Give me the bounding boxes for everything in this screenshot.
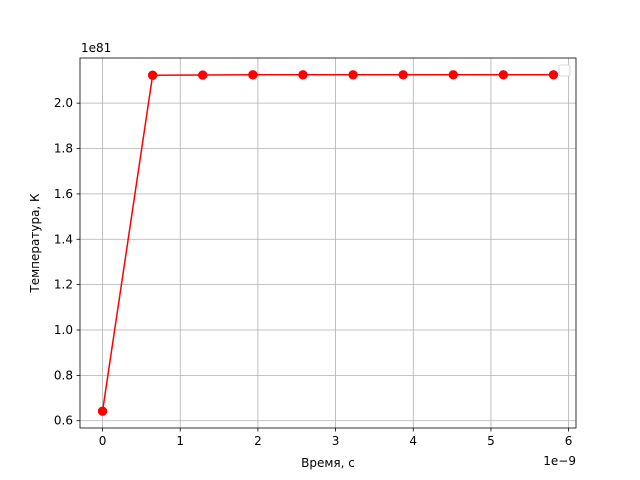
y-tick-label: 2.0 (54, 96, 73, 110)
data-point (248, 70, 258, 80)
data-point (298, 70, 308, 80)
x-tick-label: 6 (565, 434, 573, 448)
y-tick-label: 1.8 (54, 142, 73, 156)
y-tick-label: 1.2 (54, 278, 73, 292)
plot-area (80, 58, 576, 428)
axes-frame (79, 57, 577, 429)
data-point (97, 406, 108, 416)
y-tick-label: 0.6 (54, 414, 73, 428)
data-point (198, 70, 208, 80)
data-point (147, 70, 158, 80)
grid (80, 58, 576, 428)
x-axis-label: Время, с (301, 456, 355, 470)
data-point (398, 70, 408, 80)
x-tick-label: 2 (254, 434, 262, 448)
data-point (498, 70, 509, 80)
y-tick-label: 1.4 (54, 232, 73, 246)
y-tick-label: 1.6 (54, 187, 73, 201)
y-tick-label: 0.8 (54, 368, 73, 382)
data-point (348, 70, 358, 80)
x-offset-label: 1e−9 (543, 454, 576, 468)
series-line (101, 74, 554, 412)
x-tick-label: 1 (176, 434, 184, 448)
ticks: 0 1 2 3 4 5 6 0.6 0.8 1.0 1.2 1.4 1.6 1.8 2.0 (54, 96, 573, 448)
x-tick-label: 3 (332, 434, 340, 448)
y-axis-label: Температура, К (28, 193, 42, 294)
data-series (97, 70, 559, 416)
x-tick-label: 0 (99, 434, 107, 448)
data-point (548, 70, 559, 80)
legend-box (558, 64, 571, 77)
y-tick-label: 1.0 (54, 323, 73, 337)
x-tick-label: 5 (487, 434, 495, 448)
y-offset-label: 1e81 (81, 41, 111, 55)
x-tick-label: 4 (409, 434, 417, 448)
data-point (448, 70, 458, 80)
